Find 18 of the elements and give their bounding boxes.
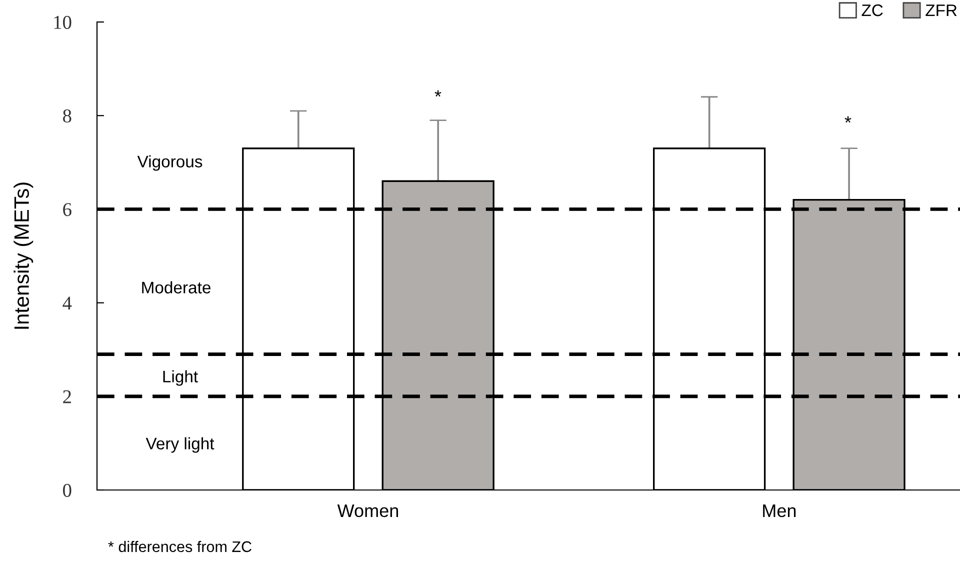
y-tick-label: 10 (54, 16, 72, 29)
x-tick-label: Women (337, 504, 398, 518)
text: ZC (862, 4, 883, 16)
annotation: * (844, 116, 852, 123)
y-tick-label: 8 (63, 109, 72, 123)
y-tick-label: 2 (63, 390, 71, 404)
y-axis-title: Intensity (METs) (14, 182, 34, 329)
annotation: Vigorous (137, 155, 202, 171)
annotation: Very light (146, 437, 214, 453)
legend-label: ZFR (926, 4, 957, 16)
y-tick-label: 4 (62, 296, 72, 310)
text: * differences from ZC (108, 540, 252, 552)
x-tick-label: Men (763, 504, 796, 518)
y-tick-label: 6 (63, 203, 72, 216)
annotation: * (434, 90, 442, 97)
annotation: Moderate (142, 281, 210, 294)
y-tick-label: 0 (63, 484, 72, 497)
annotation: Light (163, 370, 198, 386)
